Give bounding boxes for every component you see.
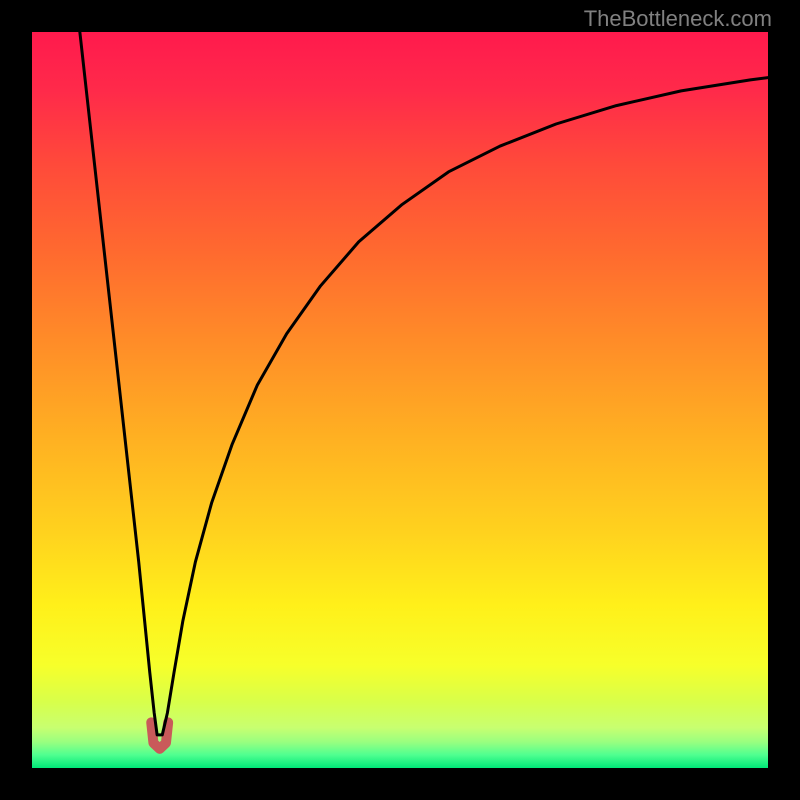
plot-area: [32, 32, 768, 768]
gradient-background: [32, 32, 768, 768]
chart-svg: [32, 32, 768, 768]
watermark-text: TheBottleneck.com: [584, 6, 772, 32]
